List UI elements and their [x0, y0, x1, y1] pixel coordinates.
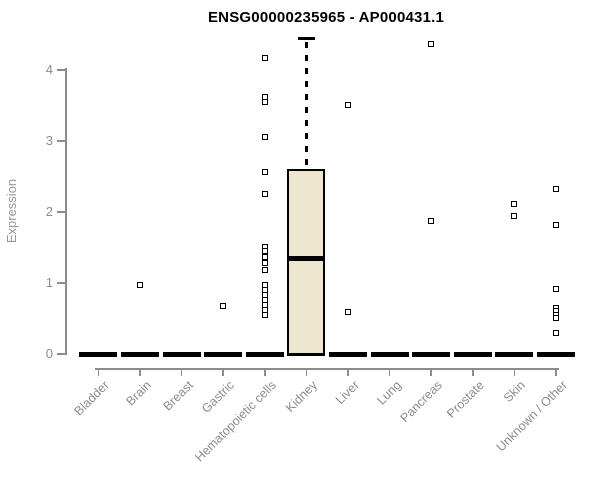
x-axis-tick — [388, 368, 391, 376]
outlier-point-brain — [137, 282, 143, 289]
outlier-point-hematopoietic-cells — [261, 98, 268, 105]
collapsed-box-bladder — [79, 351, 118, 357]
x-axis-tick — [264, 368, 266, 376]
outlier-point-unknown-other — [553, 330, 559, 337]
collapsed-box-unknown-other — [537, 351, 575, 357]
y-axis-tick — [57, 353, 65, 355]
y-axis-tick — [57, 69, 65, 71]
median-line-kidney — [287, 256, 326, 262]
outlier-point-hematopoietic-cells — [261, 311, 268, 318]
collapsed-box-brain — [121, 351, 159, 357]
chart-title: ENSG00000235965 - AP000431.1 — [207, 9, 445, 26]
outlier-point-liver — [345, 309, 351, 316]
box-kidney — [287, 169, 326, 356]
outlier-point-unknown-other — [553, 285, 559, 292]
x-axis-tick — [347, 368, 349, 376]
y-tick-label: 2 — [45, 204, 53, 219]
outlier-point-unknown-other — [553, 185, 559, 192]
outlier-point-pancreas — [428, 218, 435, 225]
outlier-point-unknown-other — [553, 222, 559, 229]
collapsed-box-prostate — [453, 351, 492, 357]
outlier-point-skin — [511, 201, 518, 208]
outlier-point-liver — [345, 101, 351, 108]
x-axis-tick — [305, 368, 308, 376]
outlier-point-hematopoietic-cells — [261, 266, 268, 273]
outlier-point-hematopoietic-cells — [261, 54, 268, 61]
x-axis-tick — [180, 368, 183, 376]
outlier-point-hematopoietic-cells — [261, 254, 268, 261]
outlier-point-gastric — [220, 303, 227, 310]
y-tick-label: 0 — [45, 346, 53, 361]
whisker-cap-upper-kidney — [297, 37, 315, 41]
x-axis-tick — [222, 368, 224, 376]
outlier-point-hematopoietic-cells — [261, 169, 268, 176]
y-axis-tick — [57, 140, 65, 142]
collapsed-box-breast — [162, 351, 201, 357]
x-axis-tick — [430, 368, 432, 376]
x-axis-tick — [513, 368, 516, 376]
collapsed-box-liver — [329, 351, 367, 357]
outlier-point-hematopoietic-cells — [261, 248, 268, 255]
y-tick-label: 4 — [45, 62, 53, 77]
y-tick-label: 1 — [45, 275, 53, 290]
collapsed-box-hematopoietic-cells — [245, 351, 284, 357]
y-tick-label: 3 — [45, 133, 53, 148]
y-axis-line — [65, 68, 67, 355]
whisker-upper-kidney — [305, 41, 308, 169]
x-axis-tick — [472, 368, 474, 376]
collapsed-box-skin — [495, 351, 534, 357]
outlier-point-skin — [511, 213, 518, 220]
collapsed-box-gastric — [204, 351, 243, 357]
outlier-point-pancreas — [428, 41, 435, 48]
outlier-point-hematopoietic-cells — [261, 191, 268, 198]
x-axis-tick — [555, 368, 557, 376]
outlier-point-hematopoietic-cells — [261, 133, 268, 140]
y-axis-tick — [57, 282, 65, 284]
collapsed-box-lung — [370, 351, 409, 357]
x-axis-line — [95, 368, 559, 370]
x-axis-tick — [139, 368, 141, 376]
collapsed-box-pancreas — [412, 351, 451, 357]
y-axis-tick — [57, 211, 65, 213]
outlier-point-unknown-other — [553, 314, 559, 321]
x-axis-tick — [97, 368, 100, 376]
outlier-point-hematopoietic-cells — [261, 260, 268, 267]
